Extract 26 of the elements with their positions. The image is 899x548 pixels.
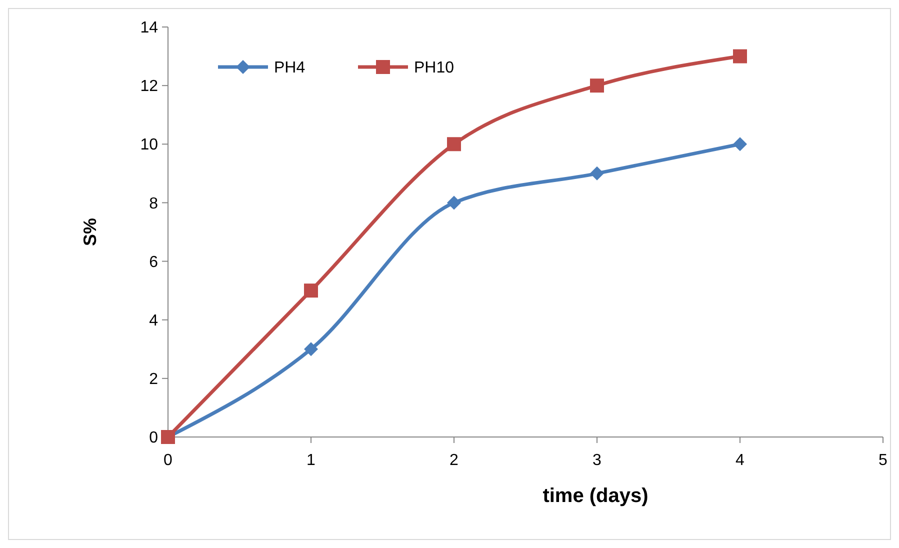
y-tick-label: 14 [140,20,158,37]
y-tick-label: 8 [149,195,158,212]
y-tick-label: 6 [149,254,158,271]
y-tick-label: 0 [149,430,158,447]
point [447,196,461,210]
point [304,342,318,356]
x-axis-title: time (days) [542,485,648,507]
x-tick-label: 3 [592,452,602,469]
y-axis-title: S% [80,218,100,246]
point [304,284,318,298]
y-tick-label: 12 [140,78,158,96]
y-tick-label: 4 [149,312,158,330]
legend-label: PH10 [414,60,454,77]
x-tick-label: 5 [878,452,888,469]
x-tick-label: 1 [306,452,316,469]
point [590,166,604,180]
point [733,137,747,152]
legend-label: PH4 [274,60,306,77]
point [733,49,747,64]
x-tick-label: 2 [450,452,459,469]
point [447,137,461,152]
x-tick-label: 4 [736,452,745,469]
y-tick-label: 10 [140,136,158,154]
y-tick-label: 2 [149,371,158,388]
x-tick-label: 0 [164,452,173,469]
point [590,78,604,93]
